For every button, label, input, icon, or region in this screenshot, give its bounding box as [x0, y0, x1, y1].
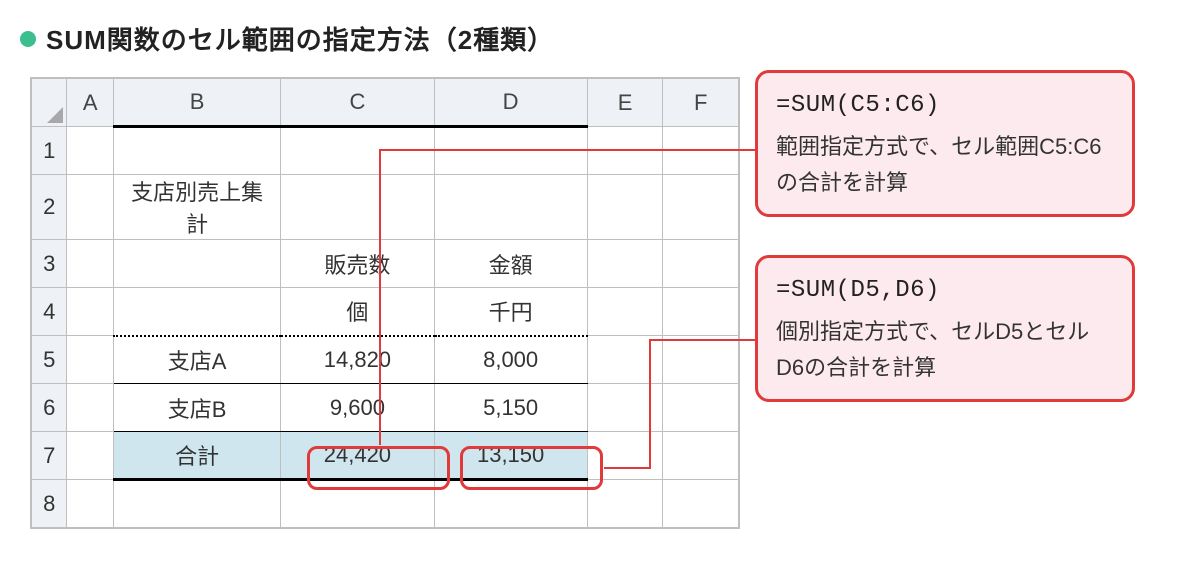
cell-e6[interactable] — [587, 384, 663, 432]
cell-a1[interactable] — [67, 127, 114, 175]
cell-b5[interactable]: 支店A — [113, 336, 280, 384]
section-heading: SUM関数のセル範囲の指定方法（2種類） — [20, 20, 1180, 57]
cell-f2[interactable] — [663, 175, 739, 240]
cell-e5[interactable] — [587, 336, 663, 384]
cell-a2[interactable] — [67, 175, 114, 240]
row-header-2[interactable]: 2 — [32, 175, 67, 240]
col-header-f[interactable]: F — [663, 79, 739, 127]
cell-e1[interactable] — [587, 127, 663, 175]
cell-c1[interactable] — [281, 127, 434, 175]
cell-e4[interactable] — [587, 288, 663, 336]
row-header-5[interactable]: 5 — [32, 336, 67, 384]
cell-d1[interactable] — [434, 127, 587, 175]
column-header-row: A B C D E F — [32, 79, 739, 127]
row-header-4[interactable]: 4 — [32, 288, 67, 336]
cell-f1[interactable] — [663, 127, 739, 175]
cell-f8[interactable] — [663, 480, 739, 528]
cell-a6[interactable] — [67, 384, 114, 432]
cell-b7[interactable]: 合計 — [113, 432, 280, 480]
row-header-1[interactable]: 1 — [32, 127, 67, 175]
callout-list: =SUM(D5,D6) 個別指定方式で、セルD5とセルD6の合計を計算 — [755, 255, 1135, 402]
cell-c3[interactable]: 販売数 — [281, 240, 434, 288]
cell-e2[interactable] — [587, 175, 663, 240]
cell-f5[interactable] — [663, 336, 739, 384]
cell-e8[interactable] — [587, 480, 663, 528]
cell-e7[interactable] — [587, 432, 663, 480]
cell-c6[interactable]: 9,600 — [281, 384, 434, 432]
spreadsheet[interactable]: A B C D E F 1 2 支店別売上集計 3 販売数 金額 4 個 — [31, 78, 739, 528]
bullet-icon — [20, 31, 36, 47]
cell-a7[interactable] — [67, 432, 114, 480]
col-header-e[interactable]: E — [587, 79, 663, 127]
cell-c8[interactable] — [281, 480, 434, 528]
cell-c4[interactable]: 個 — [281, 288, 434, 336]
row-header-7[interactable]: 7 — [32, 432, 67, 480]
cell-d8[interactable] — [434, 480, 587, 528]
cell-b3[interactable] — [113, 240, 280, 288]
col-header-b[interactable]: B — [113, 79, 280, 127]
col-header-d[interactable]: D — [434, 79, 587, 127]
heading-text: SUM関数のセル範囲の指定方法（2種類） — [46, 20, 554, 57]
cell-f4[interactable] — [663, 288, 739, 336]
col-header-c[interactable]: C — [281, 79, 434, 127]
callout-range: =SUM(C5:C6) 範囲指定方式で、セル範囲C5:C6の合計を計算 — [755, 70, 1135, 217]
cell-a5[interactable] — [67, 336, 114, 384]
cell-d3[interactable]: 金額 — [434, 240, 587, 288]
col-header-a[interactable]: A — [67, 79, 114, 127]
cell-d4[interactable]: 千円 — [434, 288, 587, 336]
cell-d5[interactable]: 8,000 — [434, 336, 587, 384]
cell-f7[interactable] — [663, 432, 739, 480]
row-header-3[interactable]: 3 — [32, 240, 67, 288]
cell-a4[interactable] — [67, 288, 114, 336]
cell-c2[interactable] — [281, 175, 434, 240]
spreadsheet-frame: A B C D E F 1 2 支店別売上集計 3 販売数 金額 4 個 — [30, 77, 740, 529]
cell-f6[interactable] — [663, 384, 739, 432]
cell-e3[interactable] — [587, 240, 663, 288]
cell-f3[interactable] — [663, 240, 739, 288]
cell-b8[interactable] — [113, 480, 280, 528]
cell-c7[interactable]: 24,420 — [281, 432, 434, 480]
cell-b6[interactable]: 支店B — [113, 384, 280, 432]
callout-range-formula: =SUM(C5:C6) — [776, 87, 1114, 125]
callout-list-desc: 個別指定方式で、セルD5とセルD6の合計を計算 — [776, 314, 1114, 384]
callout-list-formula: =SUM(D5,D6) — [776, 272, 1114, 310]
callout-range-desc: 範囲指定方式で、セル範囲C5:C6の合計を計算 — [776, 129, 1114, 199]
cell-c5[interactable]: 14,820 — [281, 336, 434, 384]
cell-a3[interactable] — [67, 240, 114, 288]
select-all-corner[interactable] — [32, 79, 67, 127]
cell-a8[interactable] — [67, 480, 114, 528]
cell-b1[interactable] — [113, 127, 280, 175]
cell-b2[interactable]: 支店別売上集計 — [113, 175, 280, 240]
cell-d6[interactable]: 5,150 — [434, 384, 587, 432]
row-header-6[interactable]: 6 — [32, 384, 67, 432]
cell-d7[interactable]: 13,150 — [434, 432, 587, 480]
cell-d2[interactable] — [434, 175, 587, 240]
row-header-8[interactable]: 8 — [32, 480, 67, 528]
cell-b4[interactable] — [113, 288, 280, 336]
